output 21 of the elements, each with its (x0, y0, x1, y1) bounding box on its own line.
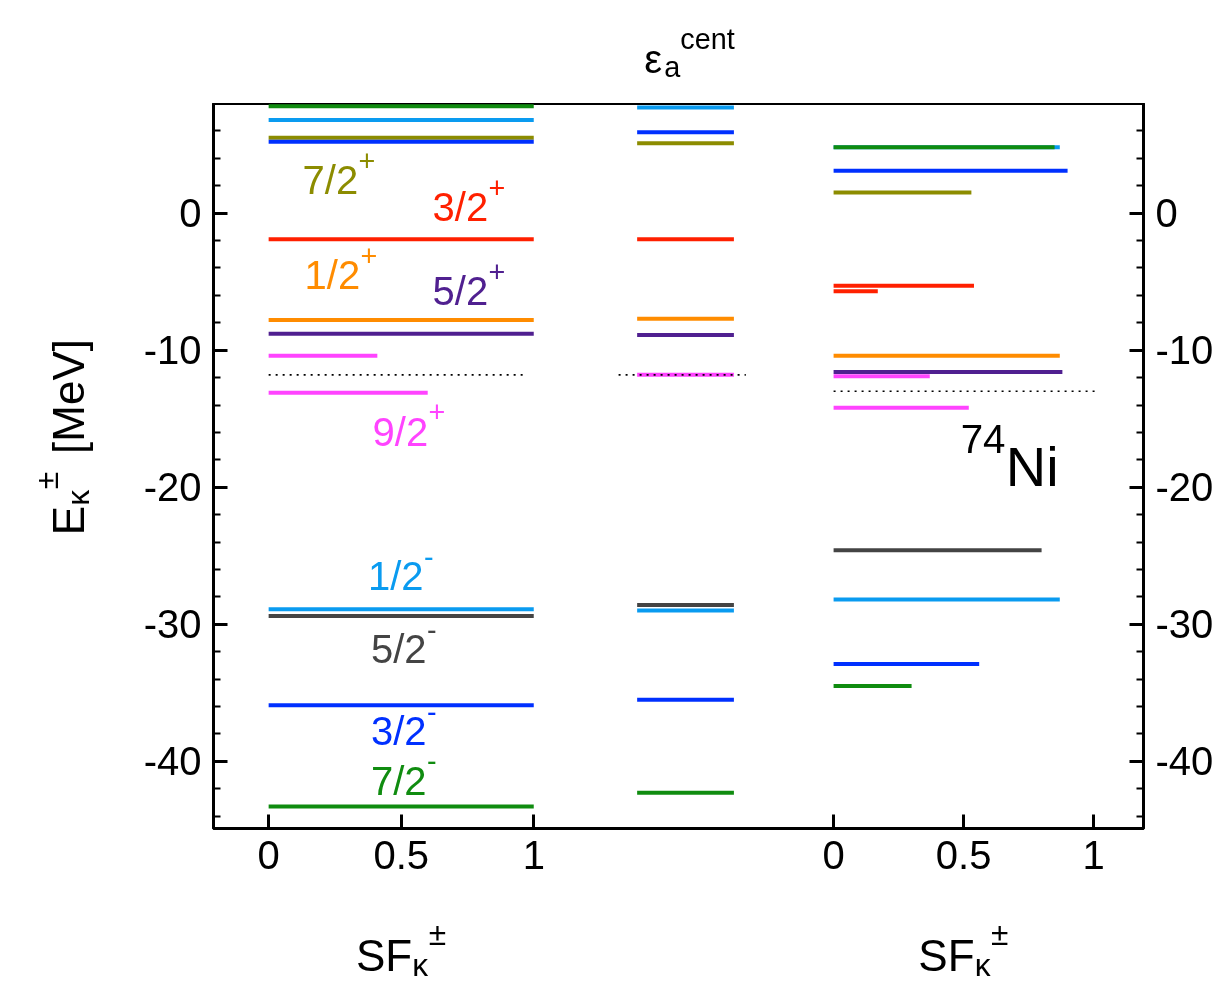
x-tick-label: 0 (257, 832, 280, 877)
y2-tick-label: -30 (1155, 602, 1214, 647)
series-label: 5/2+ (432, 255, 506, 313)
y-tick-label: -30 (143, 602, 202, 647)
y2-tick-label: -10 (1155, 328, 1214, 373)
y-tick-label: -40 (143, 739, 202, 784)
x-tick-label: 1 (522, 832, 545, 877)
series-label: 7/2+ (302, 144, 376, 202)
y-tick-label: -10 (143, 328, 202, 373)
series-label: 1/2+ (304, 239, 378, 298)
series-label: 1/2- (367, 541, 434, 599)
y-tick-label: 0 (179, 191, 202, 236)
y2-tick-label: -40 (1155, 739, 1214, 784)
y-tick-label: -20 (143, 465, 202, 510)
series-label: 3/2+ (432, 171, 506, 230)
x-tick-label: 0.5 (373, 832, 429, 877)
series-label: 5/2- (370, 613, 437, 672)
series-label: 9/2+ (372, 396, 446, 454)
y2-tick-label: -20 (1155, 465, 1214, 510)
y-axis-title: Eκ± [MeV] (29, 339, 97, 536)
y2-tick-label: 0 (1155, 191, 1178, 236)
